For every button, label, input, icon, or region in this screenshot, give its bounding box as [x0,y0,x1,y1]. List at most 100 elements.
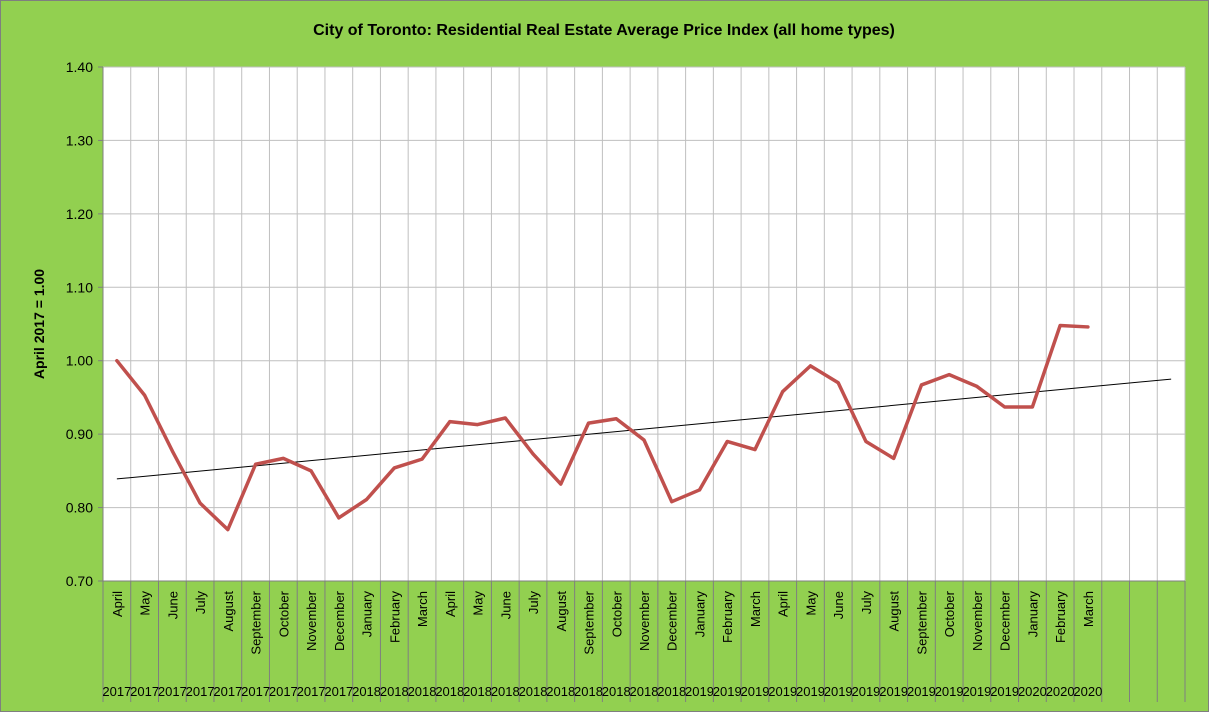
x-year-label: 2018 [435,684,464,699]
x-year-label: 2018 [657,684,686,699]
data-point [1003,405,1007,409]
x-tick-label: April [110,591,125,617]
x-tick-label: March [1081,591,1096,627]
x-year-label: 2020 [1018,684,1047,699]
x-year-label: 2017 [130,684,159,699]
x-tick-label: June [498,591,513,619]
data-point [614,417,618,421]
x-tick-label: October [276,590,291,637]
x-tick-label: January [692,591,707,638]
x-year-label: 2018 [574,684,603,699]
chart-title: City of Toronto: Residential Real Estate… [313,22,895,39]
x-year-label: 2017 [186,684,215,699]
data-point [725,439,729,443]
x-year-label: 2019 [879,684,908,699]
data-point [309,469,313,473]
x-tick-label: September [582,590,597,654]
x-tick-label: December [665,590,680,651]
x-year-label: 2018 [463,684,492,699]
x-tick-label: July [193,591,208,615]
y-tick-label: 1.10 [66,279,93,295]
x-tick-label: May [138,591,153,616]
x-year-label: 2017 [269,684,298,699]
x-tick-label: April [776,591,791,617]
data-point [1030,405,1034,409]
x-year-label: 2017 [297,684,326,699]
x-tick-label: November [970,590,985,651]
y-tick-label: 0.70 [66,573,93,589]
data-point [198,501,202,505]
data-point [143,393,147,397]
data-point [975,384,979,388]
x-year-label: 2019 [713,684,742,699]
x-year-label: 2017 [102,684,131,699]
x-year-label: 2019 [824,684,853,699]
y-tick-label: 1.00 [66,353,93,369]
series-group [115,323,1090,532]
x-year-label: 2017 [158,684,187,699]
data-point [337,516,341,520]
x-tick-label: February [720,591,735,644]
x-tick-label: July [859,591,874,615]
data-point [448,420,452,424]
data-point [365,497,369,501]
x-tick-label: September [249,590,264,654]
x-year-label: 2018 [380,684,409,699]
data-point [115,359,119,363]
x-year-label: 2018 [630,684,659,699]
x-year-label: 2019 [685,684,714,699]
y-axis-label: April 2017 = 1.00 [31,269,47,379]
data-point [254,462,258,466]
data-point [476,423,480,427]
x-tick-label: August [221,591,236,632]
data-point [226,528,230,532]
data-point [559,482,563,486]
x-tick-label: August [887,591,902,632]
x-year-label: 2018 [352,684,381,699]
data-point [864,439,868,443]
x-tick-label: August [554,591,569,632]
gridlines [103,66,1186,582]
x-tick-label: March [748,591,763,627]
x-tick-label: January [360,591,375,638]
x-tick-label: February [1053,591,1068,644]
data-point [587,421,591,425]
x-year-label: 2017 [241,684,270,699]
series-line [115,323,1090,532]
y-tick-labels: 0.70 0.80 0.90 1.00 1.10 1.20 1.30 1.40 [66,59,93,589]
x-tick-label: November [304,590,319,651]
data-point [1086,325,1090,329]
y-tick-label: 1.30 [66,132,93,148]
x-year-label: 2019 [851,684,880,699]
x-year-label: 2018 [408,684,437,699]
data-point [503,416,507,420]
data-point [1058,323,1062,327]
x-tick-label: December [998,590,1013,651]
data-point [170,449,174,453]
data-point [420,457,424,461]
data-point [892,456,896,460]
x-year-label: 2017 [213,684,242,699]
x-year-label: 2019 [768,684,797,699]
x-tick-label: February [387,591,402,644]
x-tick-label: November [637,590,652,651]
y-tick-label: 1.40 [66,59,93,75]
x-tick-label: March [415,591,430,627]
data-point [919,383,923,387]
x-tick-label: October [942,590,957,637]
data-point [531,452,535,456]
data-point [836,381,840,385]
x-year-label: 2019 [907,684,936,699]
x-tick-labels: April 2017 May 2017 June 2017 July 2017 August 20… [102,590,1102,699]
x-year-label: 2018 [602,684,631,699]
x-year-label: 2019 [741,684,770,699]
x-tick-label: June [831,591,846,619]
y-tick-label: 0.90 [66,426,93,442]
x-tick-label: July [526,591,541,615]
x-year-label: 2019 [935,684,964,699]
data-point [670,500,674,504]
data-point [947,373,951,377]
x-year-label: 2020 [1073,684,1102,699]
